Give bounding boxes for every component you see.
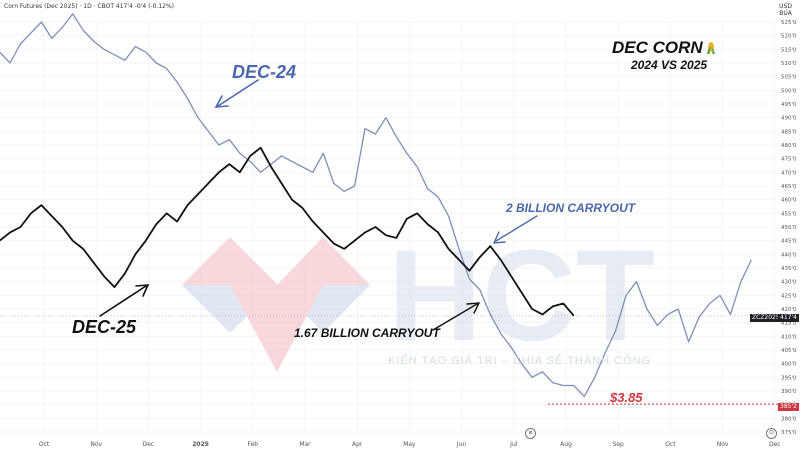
timezone-icon: ⊙ [766,428,777,439]
y-tick-label: 395'0 [781,375,797,381]
x-tick-label: Oct [39,441,50,448]
annotation-dec-25: DEC-25 [72,317,137,337]
dec-24-line [0,13,752,398]
y-tick-label: 420'0 [781,307,797,313]
chart-title-text: DEC CORN [612,38,703,57]
x-tick-label: Aug [560,441,572,448]
y-tick-label: 430'0 [781,280,797,286]
x-tick-label: May [403,441,416,448]
hct-watermark-logo: HCT [182,222,655,372]
last-price-tag: 417'4 [778,314,799,322]
hct-logo-text: HCT [388,222,655,368]
y-tick-label: 455'0 [781,211,797,217]
carryout-167-arrow [432,302,481,331]
series-label-tag: ZCZ2025 [750,314,782,322]
currency-unit: USD [779,3,792,10]
x-tick-label: 2025 [192,441,209,448]
y-tick-label: 515'0 [781,47,797,53]
y-tick-label: 495'0 [781,102,797,108]
currency-code: BUA [779,10,792,17]
y-tick-label: 505'0 [781,75,797,81]
y-tick-label: 380'0 [781,416,797,422]
dec-25-line [0,146,575,317]
watermark-slogan: KIẾN TẠO GIÁ TRỊ – CHIA SẺ THÀNH CÔNG [388,355,652,367]
y-tick-label: 445'0 [781,239,797,245]
y-tick-label: 400'0 [781,362,797,368]
y-tick-label: 485'0 [781,129,797,135]
chart-title: DEC CORN [612,38,716,58]
x-tick-label: Mar [299,441,311,448]
y-tick-label: 480'0 [781,143,797,149]
y-tick-label: 470'0 [781,170,797,176]
x-tick-label: Dec [769,441,781,448]
y-tick-label: 525'0 [781,20,797,26]
x-tick-label: Nov [90,441,102,448]
annotation-dec-24: DEC-24 [232,62,297,82]
x-tick-label: Dec [143,441,155,448]
y-tick-label: 375'0 [781,430,797,436]
y-tick-label: 440'0 [781,252,797,258]
x-tick-label: Apr [352,441,363,448]
symbol-header: Corn Futures (Dec 2025) · 1D · CBOT 417'… [4,3,175,10]
y-tick-label: 460'0 [781,198,797,204]
currency-label: USD BUA [779,3,792,17]
level-385-tag: 385'2 [778,403,799,411]
y-tick-label: 390'0 [781,389,797,395]
chart-grid [0,21,776,433]
annotation-arrows [99,79,538,331]
carryout-2b-arrow [492,215,538,244]
y-tick-label: 520'0 [781,34,797,40]
x-tick-label: Feb [247,441,258,448]
corn-icon [706,42,715,54]
y-tick-label: 405'0 [781,348,797,354]
tradingview-logo-icon: ⌀ [525,428,536,439]
annotation-1-67-billion-carryout: 1.67 BILLION CARRYOUT [294,326,440,340]
dec-24-arrow [214,79,259,108]
y-tick-label: 410'0 [781,334,797,340]
y-tick-label: 435'0 [781,266,797,272]
x-tick-label: Sep [613,441,625,448]
x-tick-label: Jul [509,441,518,448]
y-tick-label: 490'0 [781,116,797,122]
x-axis: Oct Nov Dec 2025 Feb Mar Apr May Jun Jul Aug Sep Oct… [39,441,781,448]
x-tick-label: Nov [717,441,729,448]
x-tick-label: Jun [456,441,467,448]
dec-25-arrow [99,284,150,317]
y-tick-label: 475'0 [781,157,797,163]
y-tick-label: 510'0 [781,61,797,67]
y-tick-label: 415'0 [781,321,797,327]
x-tick-label: Oct [665,441,676,448]
y-axis: 375'0380'0385'0390'0395'0400'0405'0410'0… [781,20,797,436]
y-tick-label: 450'0 [781,225,797,231]
y-tick-label: 425'0 [781,293,797,299]
chart-subtitle: 2024 VS 2025 [631,58,708,72]
y-tick-label: 465'0 [781,184,797,190]
y-tick-label: 500'0 [781,88,797,94]
annotation-price-385: $3.85 [610,390,643,405]
annotation-2-billion-carryout: 2 BILLION CARRYOUT [506,201,636,215]
